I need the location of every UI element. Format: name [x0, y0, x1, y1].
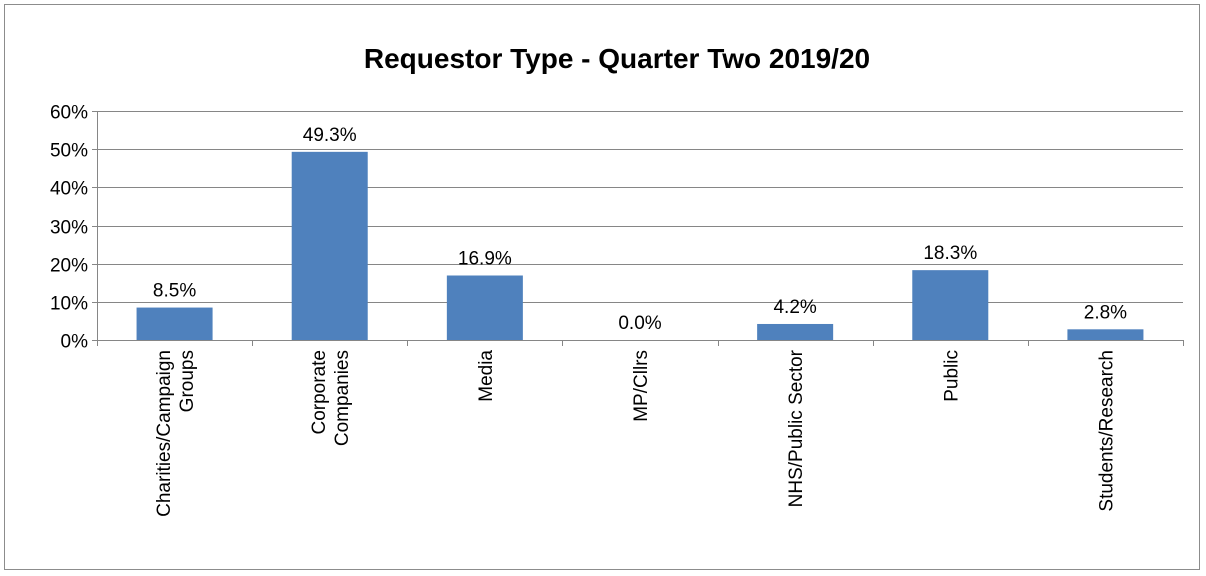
data-labels: 8.5% 49.3% 16.9% 0.0% 4.2% 18.3% 2.8% — [153, 125, 1127, 334]
category-label-line: Public — [941, 350, 962, 402]
category-label: Public — [941, 350, 962, 402]
category-label-line: MP/Cllrs — [631, 350, 652, 422]
bar — [757, 323, 834, 340]
category-label-line: Media — [476, 350, 497, 402]
y-tick-label: 0% — [61, 332, 89, 353]
y-tick-label: 40% — [50, 179, 88, 200]
y-tick-label: 30% — [50, 218, 88, 239]
data-label: 4.2% — [773, 297, 816, 318]
data-label: 0.0% — [618, 313, 661, 334]
category-label-line: Charities/Campaign — [154, 350, 175, 517]
category-label-line: Students/Research — [1096, 350, 1117, 512]
bar — [912, 270, 989, 340]
data-label: 2.8% — [1084, 302, 1127, 323]
y-tick-label: 10% — [50, 294, 88, 315]
category-label-line: Corporate — [309, 350, 330, 435]
x-axis-categories: Charities/Campaign Groups Corporate Compani… — [154, 349, 1117, 517]
category-label: Media — [476, 350, 497, 402]
category-label-line: Companies — [332, 350, 353, 446]
data-label: 8.5% — [153, 281, 196, 302]
gridlines — [97, 111, 1183, 303]
category-label-line: NHS/Public Sector — [786, 349, 807, 507]
category-label: Students/Research — [1096, 350, 1117, 512]
category-label-line: Groups — [177, 350, 198, 412]
bar — [291, 151, 368, 340]
chart-title: Requestor Type - Quarter Two 2019/20 — [364, 43, 870, 74]
category-label: Charities/Campaign Groups — [154, 350, 198, 517]
bars — [136, 151, 1144, 340]
y-tick-label: 60% — [50, 103, 88, 124]
y-tick-label: 50% — [50, 141, 88, 162]
chart-frame — [4, 4, 1200, 570]
data-label: 16.9% — [458, 248, 512, 269]
y-axis-ticks: 0% 10% 20% 30% 40% 50% 60% — [50, 103, 97, 353]
bar — [1067, 329, 1144, 340]
category-label: NHS/Public Sector — [786, 349, 807, 507]
bar — [446, 275, 523, 340]
category-label: MP/Cllrs — [631, 350, 652, 422]
category-label: Corporate Companies — [309, 350, 353, 446]
y-tick-label: 20% — [50, 256, 88, 277]
axes — [97, 111, 1184, 346]
data-label: 18.3% — [923, 243, 977, 264]
data-label: 49.3% — [303, 125, 357, 146]
bar — [136, 307, 213, 340]
